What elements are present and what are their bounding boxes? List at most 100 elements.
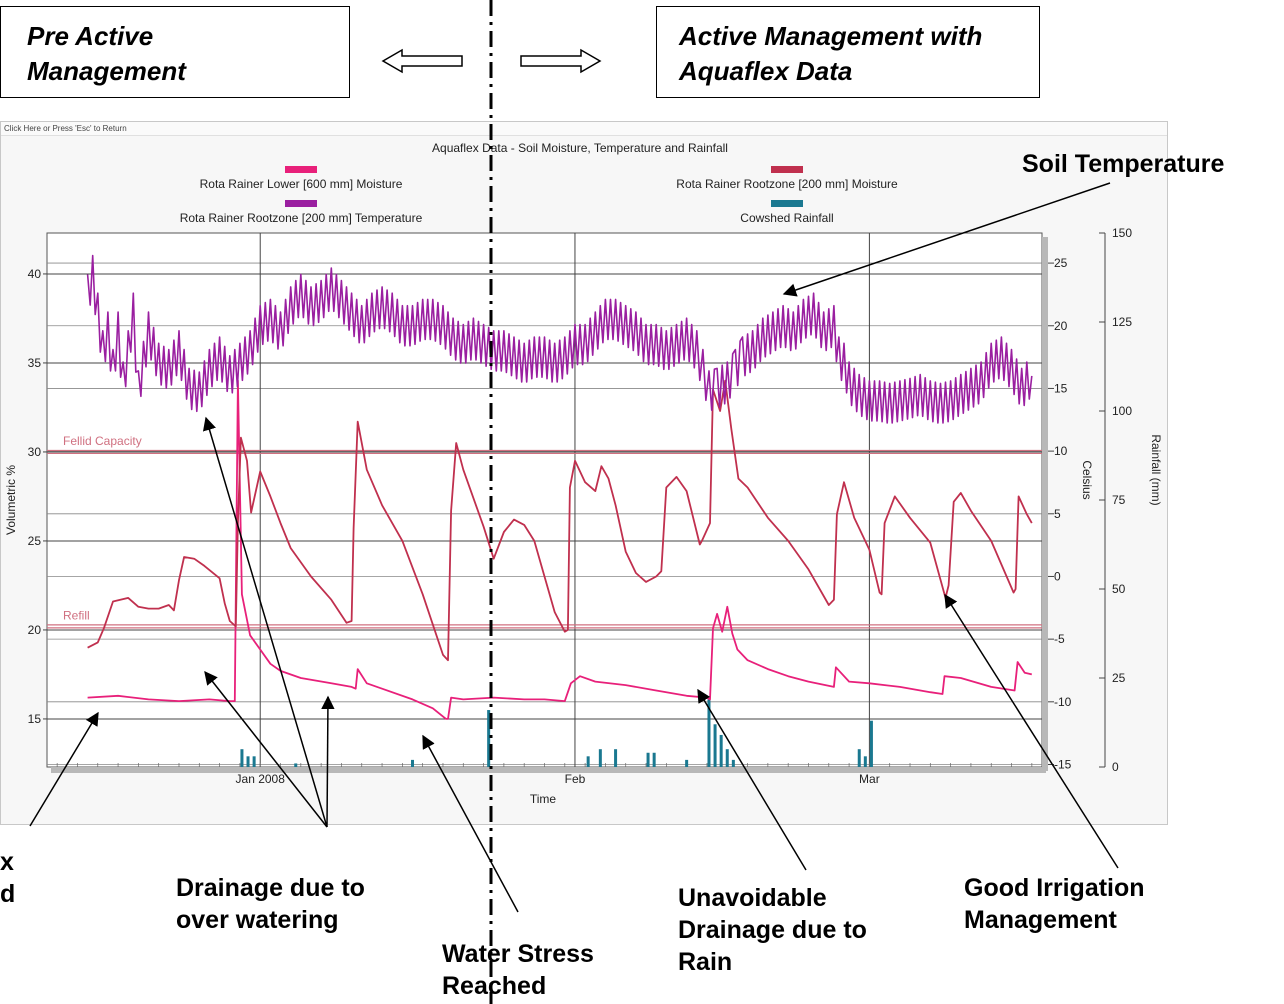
annotation-good-irrigation-line2: Management bbox=[964, 906, 1117, 934]
plot-shadow-right bbox=[1042, 237, 1048, 771]
active-label-line2: Aquaflex Data bbox=[679, 56, 853, 86]
legend-label: Rota Rainer Rootzone [200 mm] Temperatur… bbox=[180, 211, 423, 225]
y2-tick-label: 20 bbox=[1054, 319, 1068, 333]
y2-tick-label: 5 bbox=[1054, 507, 1061, 521]
annotation-arrow bbox=[944, 593, 1119, 869]
x-axis-label: Time bbox=[530, 792, 557, 806]
rainfall-bar bbox=[863, 756, 867, 767]
y-tick-label: 40 bbox=[28, 267, 42, 281]
active-management-box: Active Management with Aquaflex Data bbox=[656, 6, 1040, 98]
rainfall-bar bbox=[869, 720, 873, 767]
annotation-cut-line2: d bbox=[0, 880, 16, 908]
annotation-cut-line1: x bbox=[0, 848, 14, 876]
active-label-line1: Active Management with bbox=[679, 21, 983, 51]
annotation-drainage-overwatering: Drainage due to over watering bbox=[176, 872, 365, 936]
annotation-good-irrigation-line1: Good Irrigation bbox=[964, 874, 1145, 902]
rainfall-bar bbox=[731, 759, 735, 767]
annotation-arrow bbox=[29, 711, 99, 827]
annotation-cut-left: x d bbox=[0, 846, 15, 910]
y2-tick-label: 10 bbox=[1054, 444, 1068, 458]
y-tick-label: 35 bbox=[28, 356, 42, 370]
y2-tick-label: 15 bbox=[1054, 381, 1068, 395]
reference-line-label: Refill bbox=[63, 608, 90, 622]
annotation-unavoidable-line3: Rain bbox=[678, 948, 733, 976]
legend-swatch bbox=[771, 166, 803, 173]
y2-axis-label: Celsius bbox=[1080, 460, 1094, 499]
x-tick-label: Feb bbox=[565, 772, 586, 786]
annotation-drainage-line2: over watering bbox=[176, 906, 339, 934]
x-tick-label: Jan 2008 bbox=[236, 772, 286, 786]
annotation-arrow bbox=[782, 182, 1111, 297]
annotation-unavoidable-line1: Unavoidable bbox=[678, 884, 827, 912]
y3-tick-label: 75 bbox=[1112, 493, 1126, 507]
rainfall-bar bbox=[598, 749, 602, 767]
legend-label: Cowshed Rainfall bbox=[740, 211, 833, 225]
pre-active-management-box: Pre Active Management bbox=[0, 6, 350, 98]
y-tick-label: 15 bbox=[28, 712, 42, 726]
y3-tick-label: 150 bbox=[1112, 226, 1132, 240]
legend-swatch bbox=[285, 166, 317, 173]
annotation-arrow bbox=[321, 695, 335, 828]
rainfall-bar bbox=[652, 752, 656, 767]
x-tick-label: Mar bbox=[859, 772, 880, 786]
annotation-unavoidable-line2: Drainage due to bbox=[678, 916, 867, 944]
right-hollow-arrow bbox=[520, 48, 602, 74]
y3-axis-label: Rainfall (mm) bbox=[1149, 434, 1163, 505]
y3-tick-label: 100 bbox=[1112, 404, 1132, 418]
y2-tick-label: -15 bbox=[1054, 757, 1072, 771]
annotation-good-irrigation: Good Irrigation Management bbox=[964, 872, 1145, 936]
chart-title: Aquaflex Data - Soil Moisture, Temperatu… bbox=[432, 141, 728, 155]
legend-swatch bbox=[285, 200, 317, 207]
legend-swatch bbox=[771, 200, 803, 207]
series-line bbox=[87, 379, 1033, 662]
annotation-arrow bbox=[422, 734, 519, 913]
annotation-arrow bbox=[204, 670, 328, 828]
y-tick-label: 20 bbox=[28, 623, 42, 637]
y2-tick-label: 25 bbox=[1054, 256, 1068, 270]
rainfall-bar bbox=[707, 699, 711, 767]
rainfall-bar bbox=[685, 759, 689, 767]
annotation-drainage-line1: Drainage due to bbox=[176, 874, 365, 902]
y-tick-label: 25 bbox=[28, 534, 42, 548]
annotation-soil-temperature-text: Soil Temperature bbox=[1022, 150, 1225, 178]
rainfall-bar bbox=[719, 734, 723, 767]
y-axis-label: Volumetric % bbox=[4, 465, 18, 535]
y-tick-label: 30 bbox=[28, 445, 42, 459]
annotation-arrow bbox=[202, 416, 328, 828]
legend-label: Rota Rainer Rootzone [200 mm] Moisture bbox=[676, 177, 898, 191]
reference-line-label: Fellid Capacity bbox=[63, 434, 142, 448]
left-hollow-arrow bbox=[381, 48, 463, 74]
y2-tick-label: -5 bbox=[1054, 632, 1065, 646]
annotation-water-stress-line2: Reached bbox=[442, 972, 547, 1000]
legend-label: Rota Rainer Lower [600 mm] Moisture bbox=[200, 177, 403, 191]
rainfall-bar bbox=[713, 724, 717, 767]
rainfall-bar bbox=[857, 749, 861, 767]
rainfall-bar bbox=[252, 756, 256, 767]
annotation-water-stress: Water Stress Reached bbox=[442, 938, 594, 1002]
rainfall-bar bbox=[646, 752, 650, 767]
plot-shadow-bottom bbox=[51, 767, 1046, 773]
pre-active-label-line1: Pre Active bbox=[27, 21, 154, 51]
window-titlebar[interactable]: Click Here or Press 'Esc' to Return bbox=[1, 122, 1167, 136]
series-line bbox=[86, 254, 1033, 424]
y3-tick-label: 125 bbox=[1112, 315, 1132, 329]
rainfall-bar bbox=[614, 749, 618, 767]
rainfall-bar bbox=[487, 710, 491, 767]
y3-tick-label: 50 bbox=[1112, 582, 1126, 596]
annotation-soil-temperature: Soil Temperature bbox=[1022, 148, 1224, 180]
y2-tick-label: 0 bbox=[1054, 569, 1061, 583]
rainfall-bar bbox=[586, 756, 590, 767]
rainfall-bar bbox=[246, 756, 250, 767]
rainfall-bar bbox=[411, 759, 415, 767]
annotation-arrow bbox=[697, 688, 807, 871]
rainfall-bar bbox=[725, 749, 729, 767]
annotation-unavoidable-drainage: Unavoidable Drainage due to Rain bbox=[678, 882, 867, 978]
rainfall-bar bbox=[294, 763, 298, 767]
rainfall-bar bbox=[240, 749, 244, 767]
series-line bbox=[87, 379, 1033, 720]
y3-tick-label: 0 bbox=[1112, 760, 1119, 774]
y2-tick-label: -10 bbox=[1054, 695, 1072, 709]
y3-tick-label: 25 bbox=[1112, 671, 1126, 685]
annotation-water-stress-line1: Water Stress bbox=[442, 940, 594, 968]
